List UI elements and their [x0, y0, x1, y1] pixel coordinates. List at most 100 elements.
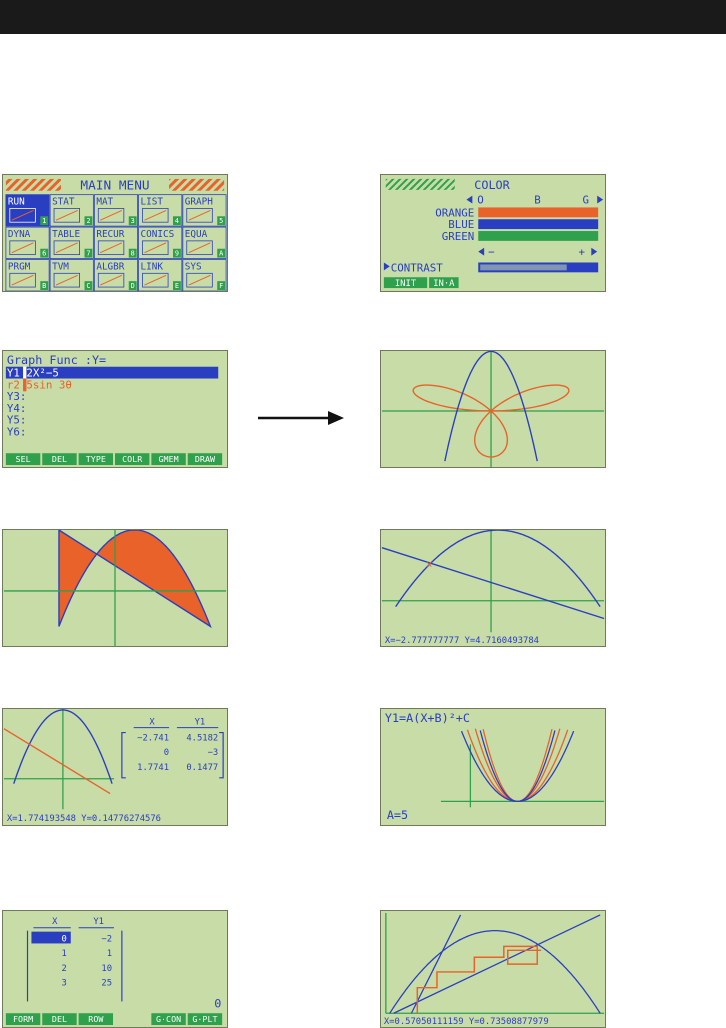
menu-item-equa[interactable]: EQUA A [182, 226, 227, 259]
color-screen: COLOR O B G ORANGE BLUE GREEN − + CONTRAST… [380, 174, 606, 292]
parabola-curve [444, 351, 538, 462]
main-menu-screen: MAIN MENU RUN 1 STAT 2 MAT 3 LIST 4 GRAPH 5 DYNA 6 T… [2, 174, 228, 292]
selected-cell[interactable] [31, 931, 71, 944]
softkey-label: G·PLT [192, 1014, 217, 1024]
parabola-curve [13, 709, 113, 784]
menu-item-run[interactable]: RUN 1 [5, 194, 50, 227]
color-row-label: BLUE [448, 218, 474, 231]
softkey-init[interactable] [383, 277, 428, 289]
softkey-del[interactable]: DEL [42, 453, 77, 466]
dyna-param: A=5 [387, 808, 408, 822]
menu-item-label: MAT [96, 196, 113, 207]
softkey-init-label: INIT [395, 279, 417, 289]
run-icon [9, 208, 36, 223]
menu-item-link[interactable]: LINK E [138, 259, 183, 291]
function-text: Y1▐2X²−5 [7, 366, 59, 380]
softkey-ina[interactable] [429, 277, 459, 289]
menu-item-list[interactable]: LIST 4 [138, 194, 183, 227]
menu-item-mat[interactable]: MAT 3 [93, 194, 139, 227]
menu-item-label: GRAPH [185, 196, 213, 207]
softkey-draw[interactable]: DRAW [187, 453, 223, 466]
dyna-icon [9, 240, 36, 256]
right-arrow-icon [591, 247, 598, 256]
cell-y: −2 [101, 934, 112, 944]
table-rows: 0 −2 1 1 2 10 3 25 [62, 934, 113, 988]
left-arrow-icon [478, 247, 485, 256]
minus-label: − [488, 246, 495, 259]
menu-item-label: CONICS [141, 229, 175, 240]
menu-item-key: 1 [42, 217, 46, 225]
menu-item-prgm[interactable]: PRGM B [5, 259, 50, 291]
softkey-form[interactable]: FORM [5, 1013, 41, 1026]
col-x-header: X [52, 917, 58, 927]
softkey-label: ROW [88, 1014, 104, 1024]
recur-icon [97, 240, 125, 256]
softkey-gmem[interactable]: GMEM [151, 453, 186, 466]
trace-readout: X=−2.777777777 Y=4.7160493784 [385, 636, 539, 646]
table-icon [53, 240, 81, 256]
color-row-green[interactable]: GREEN [442, 230, 599, 243]
menu-item-label: EQUA [185, 229, 208, 240]
softkey-label: G·CON [156, 1014, 181, 1024]
graph-icon [186, 208, 213, 223]
menu-item-tvm[interactable]: TVM C [49, 259, 94, 291]
prgm-icon [9, 272, 36, 288]
function-text: Y6: [7, 426, 27, 439]
softkey-ina-label: IN·A [433, 279, 455, 289]
graph-func-screen: Graph Func :Y= Y1▐2X²−5 r2▐5sin 3θ Y3: Y4: Y… [2, 350, 228, 468]
menu-item-key: F [219, 282, 223, 290]
function-line-2[interactable]: r2▐5sin 3θ [7, 377, 72, 391]
shaded-graph-svg [3, 530, 227, 646]
menu-item-label: ALGBR [96, 261, 124, 272]
left-arrow-icon [466, 195, 473, 204]
menu-item-graph[interactable]: GRAPH 5 [182, 194, 227, 227]
cell-y: 0.1477 [186, 763, 218, 773]
algebra-icon [97, 272, 125, 288]
trace-svg: ✕ X=−2.777777777 Y=4.7160493784 [381, 530, 605, 646]
steep-line [410, 914, 462, 1014]
cursor-icon [383, 262, 390, 271]
dyna-curve-5 [460, 730, 575, 803]
color-row-orange[interactable]: ORANGE [435, 206, 599, 219]
scale-label-g: G [582, 194, 589, 207]
menu-item-label: DYNA [8, 229, 31, 240]
menu-item-conics[interactable]: CONICS 9 [138, 226, 183, 259]
diagonal-line [393, 914, 601, 1014]
col-x-header: X [149, 718, 155, 728]
menu-item-algbr[interactable]: ALGBR D [93, 259, 139, 291]
table-rows: −2.741 4.5182 0 −3 1.7741 0.1477 [137, 733, 218, 772]
link-icon [142, 272, 169, 288]
function-line-1[interactable]: Y1▐2X²−5 [5, 366, 219, 380]
cell-y: 10 [101, 964, 112, 974]
menu-item-sys[interactable]: SYS F [182, 259, 227, 291]
menu-item-key: E [175, 282, 179, 290]
menu-item-recur[interactable]: RECUR 8 [93, 226, 139, 259]
softkey-label: FORM [13, 1014, 33, 1024]
softkey-colr[interactable]: COLR [115, 453, 150, 466]
color-row-blue[interactable]: BLUE [448, 218, 599, 231]
web-readout: X=0.57050111159 Y=0.73508877979 [384, 1017, 549, 1027]
col-y-header: Y1 [195, 718, 206, 728]
softkey-sel[interactable]: SEL [5, 453, 41, 466]
scale-label-o: O [477, 194, 484, 207]
softkey-g-con[interactable]: G·CON [151, 1013, 186, 1026]
softkey-row[interactable]: ROW [78, 1013, 114, 1026]
menu-item-dyna[interactable]: DYNA 6 [5, 226, 50, 259]
function-line-6[interactable]: Y6: [7, 426, 27, 439]
softkey-del[interactable]: DEL [42, 1013, 77, 1026]
function-line-4[interactable]: Y4: [7, 402, 27, 415]
web-path [416, 945, 542, 1014]
menu-item-table[interactable]: TABLE 7 [49, 226, 94, 259]
menu-item-key: 6 [42, 250, 46, 258]
softkey-g-plt[interactable]: G·PLT [187, 1013, 223, 1026]
sys-icon [186, 272, 213, 288]
cell-value: 0 [214, 996, 221, 1010]
function-line-3[interactable]: Y3: [7, 390, 27, 403]
dyna-formula: Y1=A(X+B)²+C [385, 711, 470, 725]
function-text: Y5: [7, 414, 27, 427]
softkey-type[interactable]: TYPE [78, 453, 114, 466]
menu-item-stat[interactable]: STAT 2 [49, 194, 94, 227]
function-line-5[interactable]: Y5: [7, 414, 27, 427]
dyna-curve-4 [479, 730, 556, 803]
